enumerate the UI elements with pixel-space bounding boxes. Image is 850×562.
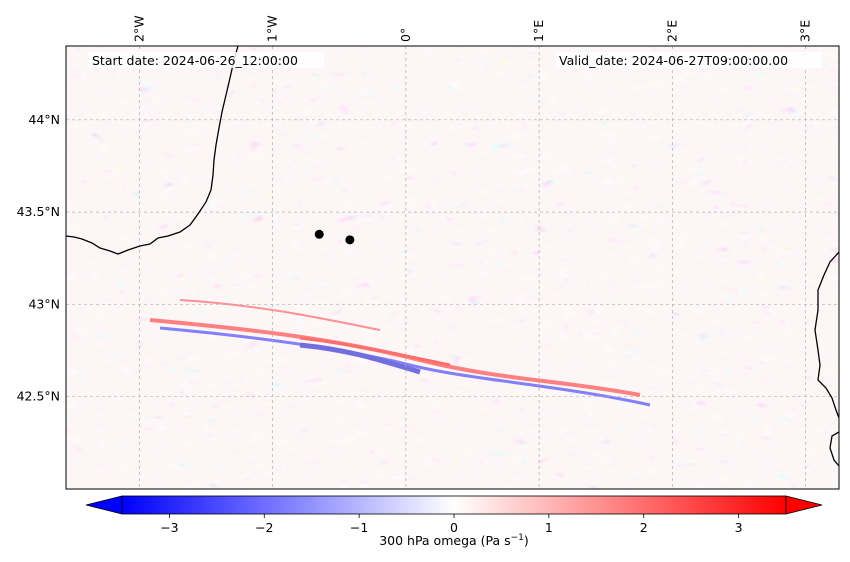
colorbar-ticks: −3 −2 −1 0 1 2 3 — [160, 514, 743, 535]
coastline-east-lower — [829, 431, 839, 467]
coastline-east — [814, 251, 839, 419]
latitude-labels: 44°N 43.5°N 43°N 42.5°N — [17, 112, 60, 404]
map-area — [66, 46, 839, 489]
lon-label-5: 3°E — [798, 20, 813, 42]
lat-label-2: 43°N — [28, 296, 60, 311]
lon-label-3: 1°E — [531, 20, 546, 42]
colorbar: −3 −2 −1 0 1 2 3 300 hPa omega (Pa s−1) — [85, 495, 823, 548]
gridlines — [66, 46, 839, 489]
omega-field — [66, 46, 839, 489]
start-date-label: Start date: 2024-06-26_12:00:00 — [92, 53, 298, 68]
colorbar-tick-label-2: −1 — [350, 520, 368, 535]
lon-label-0: 2°W — [131, 15, 146, 42]
colorbar-tick-label-0: −3 — [160, 520, 178, 535]
lat-label-0: 44°N — [28, 112, 60, 127]
colorbar-label: 300 hPa omega (Pa s−1) — [379, 533, 529, 548]
lon-label-1: 1°W — [265, 15, 280, 42]
valid-date-label: Valid_date: 2024-06-27T09:00:00.00 — [559, 53, 788, 68]
colorbar-tick-label-5: 2 — [640, 520, 648, 535]
location-markers — [314, 229, 355, 245]
lon-label-4: 2°E — [664, 20, 679, 42]
valid-date-backdrop — [556, 52, 822, 68]
coastline-west — [66, 46, 239, 255]
colorbar-tick-label-4: 1 — [545, 520, 553, 535]
colorbar-tick-label-6: 3 — [735, 520, 743, 535]
marker-point-2 — [345, 235, 355, 245]
colorbar-tick-label-1: −2 — [255, 520, 273, 535]
strong-omega-band — [149, 299, 651, 407]
lat-label-1: 43.5°N — [17, 204, 60, 219]
colorbar-extend-max — [785, 495, 823, 515]
colorbar-gradient — [121, 495, 787, 515]
map-frame — [65, 45, 840, 490]
colorbar-tick-label-3: 0 — [450, 520, 458, 535]
colorbar-extend-min — [85, 495, 123, 515]
lat-label-3: 42.5°N — [17, 389, 60, 404]
start-date-backdrop — [88, 52, 324, 68]
longitude-labels: 2°W 1°W 0° 1°E 2°E 3°E — [131, 15, 812, 42]
lon-label-2: 0° — [398, 28, 413, 42]
marker-point-1 — [314, 229, 324, 239]
